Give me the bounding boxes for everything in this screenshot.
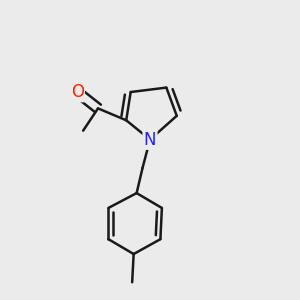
Text: O: O — [71, 83, 84, 101]
Text: N: N — [144, 130, 156, 148]
